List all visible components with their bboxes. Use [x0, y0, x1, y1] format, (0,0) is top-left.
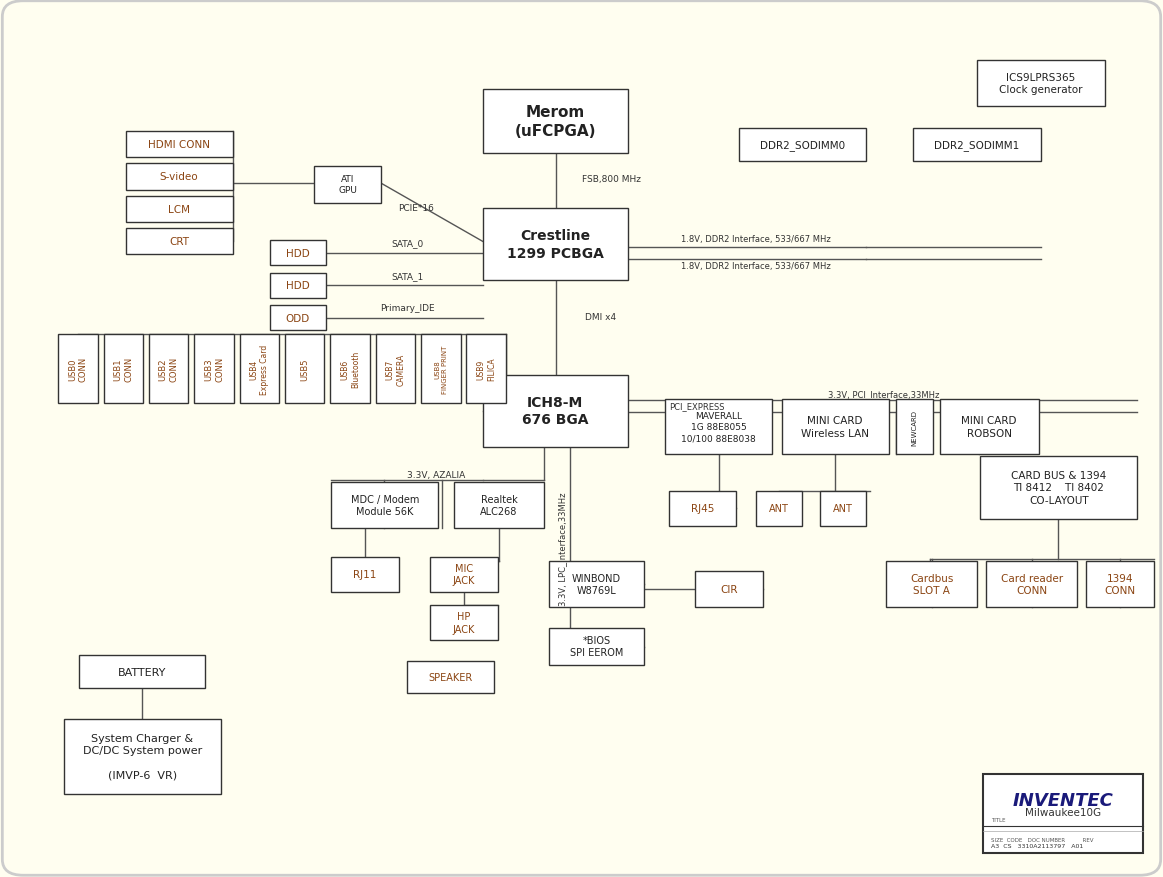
FancyBboxPatch shape [940, 400, 1039, 454]
Text: DDR2_SODIMM0: DDR2_SODIMM0 [759, 140, 846, 151]
FancyBboxPatch shape [270, 306, 326, 331]
Text: 3.3V, AZALIA: 3.3V, AZALIA [407, 471, 465, 480]
Text: DDR2_SODIMM1: DDR2_SODIMM1 [934, 140, 1020, 151]
Text: SATA_1: SATA_1 [391, 272, 423, 281]
FancyBboxPatch shape [483, 375, 628, 447]
Text: USB8
FINGER PRINT: USB8 FINGER PRINT [434, 345, 448, 394]
FancyBboxPatch shape [886, 561, 977, 607]
Text: ICH8-M
676 BGA: ICH8-M 676 BGA [522, 396, 588, 427]
FancyBboxPatch shape [64, 719, 221, 794]
Text: NEWCARD: NEWCARD [911, 409, 918, 446]
Text: USB9
FILICA: USB9 FILICA [476, 358, 497, 381]
FancyBboxPatch shape [820, 491, 866, 526]
FancyBboxPatch shape [79, 655, 205, 688]
FancyBboxPatch shape [782, 400, 889, 454]
Text: ANT: ANT [769, 503, 790, 514]
FancyBboxPatch shape [126, 229, 233, 255]
FancyBboxPatch shape [454, 482, 544, 528]
Text: USB3
CONN: USB3 CONN [204, 357, 224, 381]
Text: SATA_0: SATA_0 [391, 239, 423, 248]
FancyBboxPatch shape [285, 335, 324, 403]
Text: DMI x4: DMI x4 [585, 313, 616, 322]
Text: MINI CARD
Wireless LAN: MINI CARD Wireless LAN [801, 416, 869, 438]
FancyBboxPatch shape [669, 491, 736, 526]
Text: *BIOS
SPI EEROM: *BIOS SPI EEROM [570, 635, 623, 658]
Text: USB5: USB5 [300, 358, 309, 381]
Text: 1394
CONN: 1394 CONN [1105, 573, 1135, 595]
FancyBboxPatch shape [104, 335, 143, 403]
FancyBboxPatch shape [430, 557, 498, 592]
FancyBboxPatch shape [977, 61, 1105, 107]
FancyBboxPatch shape [896, 400, 933, 454]
Text: WINBOND
W8769L: WINBOND W8769L [572, 573, 621, 595]
FancyBboxPatch shape [466, 335, 506, 403]
Text: SIZE  CODE   DOC NUMBER          REV: SIZE CODE DOC NUMBER REV [991, 837, 1093, 842]
Text: ODD: ODD [286, 313, 309, 324]
FancyBboxPatch shape [430, 605, 498, 640]
FancyBboxPatch shape [331, 557, 399, 592]
FancyBboxPatch shape [270, 241, 326, 266]
Text: PCIE*16: PCIE*16 [399, 204, 434, 213]
Text: USB1
CONN: USB1 CONN [113, 357, 134, 381]
Text: RJ11: RJ11 [354, 569, 377, 580]
Text: CIR: CIR [720, 584, 739, 595]
Text: System Charger &
DC/DC System power

(IMVP-6  VR): System Charger & DC/DC System power (IMV… [83, 733, 202, 780]
FancyBboxPatch shape [695, 572, 763, 607]
Text: Card reader
CONN: Card reader CONN [1000, 573, 1063, 595]
FancyBboxPatch shape [126, 132, 233, 158]
Text: HDMI CONN: HDMI CONN [148, 139, 211, 150]
Text: HDD: HDD [286, 281, 309, 291]
Text: LCM: LCM [169, 204, 190, 215]
FancyBboxPatch shape [240, 335, 279, 403]
Text: Crestline
1299 PCBGA: Crestline 1299 PCBGA [507, 229, 604, 260]
Text: INVENTEC: INVENTEC [1013, 791, 1113, 809]
Text: MINI CARD
ROBSON: MINI CARD ROBSON [962, 416, 1016, 438]
Text: ANT: ANT [833, 503, 854, 514]
FancyBboxPatch shape [983, 774, 1143, 853]
FancyBboxPatch shape [913, 129, 1041, 162]
Text: CRT: CRT [169, 237, 190, 247]
Text: 1.8V, DDR2 Interface, 533/667 MHz: 1.8V, DDR2 Interface, 533/667 MHz [682, 235, 830, 244]
FancyBboxPatch shape [376, 335, 415, 403]
FancyBboxPatch shape [330, 335, 370, 403]
Text: ATI
GPU: ATI GPU [338, 175, 357, 195]
FancyBboxPatch shape [549, 628, 644, 665]
FancyBboxPatch shape [314, 167, 381, 203]
Text: FSB,800 MHz: FSB,800 MHz [582, 175, 641, 184]
FancyBboxPatch shape [483, 90, 628, 153]
FancyBboxPatch shape [421, 335, 461, 403]
FancyBboxPatch shape [126, 196, 233, 223]
Text: S-video: S-video [159, 172, 199, 182]
FancyBboxPatch shape [126, 164, 233, 190]
Text: MAVERALL
1G 88E8055
10/100 88E8038: MAVERALL 1G 88E8055 10/100 88E8038 [682, 411, 756, 443]
Text: Merom
(uFCPGA): Merom (uFCPGA) [514, 105, 597, 139]
Text: 3.3V, PCI_Interface,33MHz: 3.3V, PCI_Interface,33MHz [828, 390, 940, 399]
Text: ICS9LPRS365
Clock generator: ICS9LPRS365 Clock generator [999, 73, 1083, 96]
FancyBboxPatch shape [270, 274, 326, 298]
FancyBboxPatch shape [407, 661, 494, 693]
Text: CARD BUS & 1394
TI 8412    TI 8402
CO-LAYOUT: CARD BUS & 1394 TI 8412 TI 8402 CO-LAYOU… [1012, 470, 1106, 505]
Text: 3.3V, LPC_Interface,33MHz: 3.3V, LPC_Interface,33MHz [558, 491, 568, 605]
FancyBboxPatch shape [739, 129, 866, 162]
Text: HDD: HDD [286, 248, 309, 259]
FancyBboxPatch shape [549, 561, 644, 607]
Text: MDC / Modem
Module 56K: MDC / Modem Module 56K [351, 494, 419, 517]
Text: USB2
CONN: USB2 CONN [158, 357, 179, 381]
Text: BATTERY: BATTERY [117, 667, 166, 677]
Text: 1.8V, DDR2 Interface, 533/667 MHz: 1.8V, DDR2 Interface, 533/667 MHz [682, 262, 830, 271]
Text: Cardbus
SLOT A: Cardbus SLOT A [909, 573, 954, 595]
Text: RJ45: RJ45 [691, 503, 714, 514]
Text: USB7
CAMERA: USB7 CAMERA [385, 353, 406, 385]
FancyBboxPatch shape [58, 335, 98, 403]
FancyBboxPatch shape [331, 482, 438, 528]
Text: USB4
Express Card: USB4 Express Card [249, 344, 270, 395]
FancyBboxPatch shape [149, 335, 188, 403]
FancyBboxPatch shape [756, 491, 802, 526]
Text: Primary_IDE: Primary_IDE [380, 304, 434, 313]
Text: TITLE: TITLE [991, 816, 1005, 822]
Text: Milwaukee10G: Milwaukee10G [1025, 808, 1101, 817]
FancyBboxPatch shape [986, 561, 1077, 607]
Text: USB6
Bluetooth: USB6 Bluetooth [340, 351, 361, 388]
Text: A3  CS   3310A2113797   A01: A3 CS 3310A2113797 A01 [991, 843, 1083, 848]
